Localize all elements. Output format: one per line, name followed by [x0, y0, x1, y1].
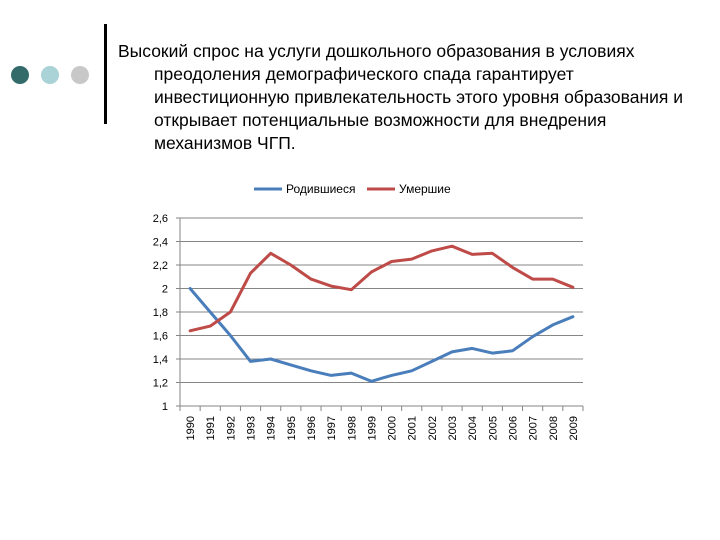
y-tick-label: 1,2 — [153, 378, 168, 390]
x-tick-label: 1990 — [185, 416, 197, 440]
y-tick-label: 2,4 — [153, 237, 168, 249]
legend-label: Умершие — [399, 182, 451, 196]
series-line-born — [190, 289, 573, 382]
x-tick-label: 1991 — [205, 416, 217, 440]
x-tick-label: 2008 — [548, 416, 560, 440]
x-tick-label: 1998 — [346, 416, 358, 440]
x-tick-label: 2004 — [467, 416, 479, 440]
x-tick-label: 2007 — [528, 416, 540, 440]
x-tick-label: 2005 — [487, 416, 499, 440]
y-tick-label: 2 — [162, 284, 168, 296]
legend-label: Родившиеся — [286, 182, 355, 196]
x-tick-label: 2009 — [568, 416, 580, 440]
x-tick-label: 1995 — [286, 416, 298, 440]
y-tick-label: 2,6 — [153, 213, 168, 225]
x-tick-label: 1992 — [225, 416, 237, 440]
x-tick-label: 2006 — [507, 416, 519, 440]
x-tick-label: 2001 — [407, 416, 419, 440]
x-tick-label: 2000 — [387, 416, 399, 440]
y-tick-label: 1,6 — [153, 331, 168, 343]
y-tick-label: 1,8 — [153, 307, 168, 319]
x-tick-label: 1994 — [266, 416, 278, 440]
y-tick-label: 2,2 — [153, 260, 168, 272]
x-tick-label: 1997 — [326, 416, 338, 440]
y-tick-label: 1,4 — [153, 354, 168, 366]
x-tick-label: 2002 — [427, 416, 439, 440]
x-tick-label: 2003 — [447, 416, 459, 440]
x-tick-label: 1996 — [306, 416, 318, 440]
x-tick-label: 1993 — [246, 416, 258, 440]
x-tick-label: 1999 — [366, 416, 378, 440]
y-tick-label: 1 — [162, 401, 168, 413]
